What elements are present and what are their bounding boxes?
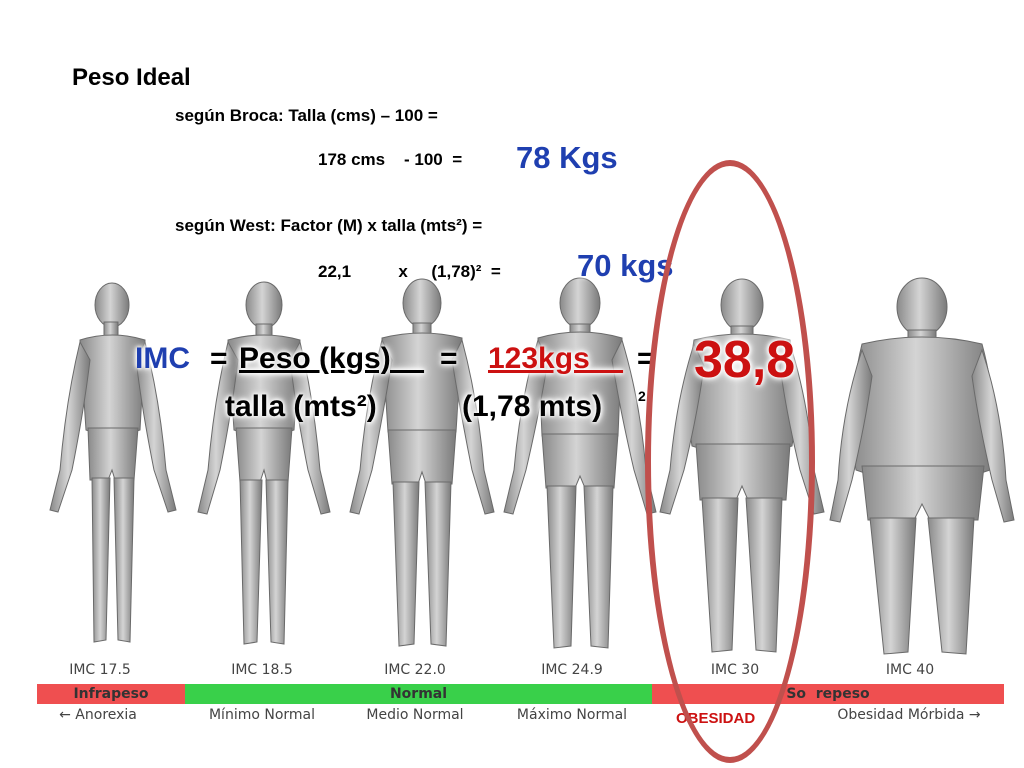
category-normal: Normal — [185, 684, 652, 704]
broca-calculation: 178 cms - 100 = — [318, 150, 463, 169]
imc-denominator-value: (1,78 mts) — [462, 390, 603, 423]
figure-maximum-normal — [503, 277, 657, 649]
imc-label: IMC — [135, 342, 190, 375]
page-title: Peso Ideal — [72, 64, 191, 91]
broca-result: 78 Kgs — [516, 140, 618, 175]
imc-value-2: IMC 18.5 — [231, 662, 293, 678]
imc-numerator-label: Peso (kgs) — [239, 342, 425, 375]
sublabel-obesidad-morbida: Obesidad Mórbida → — [837, 707, 981, 723]
imc-equals-1: = — [210, 342, 228, 375]
figure-medium-normal — [349, 278, 495, 647]
imc-value-1: IMC 17.5 — [69, 662, 131, 678]
broca-formula: según Broca: Talla (cms) – 100 = — [175, 106, 438, 125]
imc-value-4: IMC 24.9 — [541, 662, 603, 678]
imc-denominator-exponent: 2 — [638, 388, 646, 404]
imc-equals-2: = — [440, 342, 458, 375]
west-formula: según West: Factor (M) x talla (mts²) = — [175, 216, 483, 235]
figure-minimum-normal — [197, 281, 331, 645]
west-result: 70 kgs — [577, 248, 674, 283]
imc-numerator-value: 123kgs — [488, 342, 624, 375]
figure-morbid-obesity — [829, 277, 1015, 655]
sublabel-minimo-normal: Mínimo Normal — [208, 707, 316, 723]
highlight-ellipse — [645, 160, 815, 763]
imc-denominator-label: talla (mts²) — [225, 390, 377, 423]
sublabel-anorexia: ← Anorexia — [59, 707, 137, 723]
sublabel-maximo-normal: Máximo Normal — [516, 707, 628, 723]
sublabel-medio-normal: Medio Normal — [366, 707, 464, 723]
figure-anorexia — [49, 282, 177, 643]
west-calculation: 22,1 x (1,78)² = — [318, 262, 501, 281]
imc-value-6: IMC 40 — [885, 662, 935, 678]
imc-value-3: IMC 22.0 — [384, 662, 446, 678]
category-infrapeso: Infrapeso — [37, 684, 185, 704]
